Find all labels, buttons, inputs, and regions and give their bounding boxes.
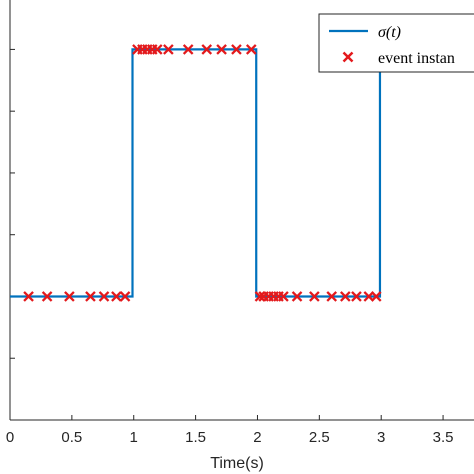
event-instant-marker bbox=[309, 291, 320, 302]
event-instant-marker bbox=[182, 44, 194, 55]
series-layer bbox=[10, 44, 474, 302]
event-instant-marker bbox=[64, 291, 75, 302]
x-tick-label: 1.5 bbox=[185, 429, 206, 446]
event-instant-marker bbox=[216, 44, 227, 55]
plot-area bbox=[9, 0, 474, 421]
x-tick-label: 3 bbox=[377, 429, 385, 446]
event-instant-marker bbox=[278, 291, 289, 302]
event-instant-marker bbox=[326, 291, 338, 302]
legend: σ(t) event instan bbox=[318, 13, 474, 73]
x-tick-label: 0.5 bbox=[61, 429, 82, 446]
event-instant-marker bbox=[98, 291, 110, 302]
event-instant-marker bbox=[41, 291, 53, 302]
event-instant-marker bbox=[151, 44, 163, 55]
event-instant-marker bbox=[291, 291, 303, 302]
event-instant-marker bbox=[254, 291, 266, 302]
x-axis-title: Time(s) bbox=[210, 455, 264, 472]
legend-label-event-instants: event instan bbox=[378, 50, 455, 67]
x-tick-label: 1 bbox=[130, 429, 138, 446]
y-axis-ticks bbox=[10, 48, 15, 421]
x-tick-label: 2 bbox=[253, 429, 261, 446]
event-instant-marker bbox=[201, 44, 213, 55]
x-tick-label: 0 bbox=[6, 429, 14, 446]
x-tick-label: 2.5 bbox=[309, 429, 330, 446]
event-instant-marker bbox=[85, 291, 96, 302]
legend-box bbox=[318, 13, 474, 73]
x-tick-label: 3.5 bbox=[433, 429, 454, 446]
event-instant-marker bbox=[370, 291, 382, 302]
event-instant-marker bbox=[351, 291, 362, 302]
event-instant-marker bbox=[231, 44, 242, 55]
event-instant-marker bbox=[245, 44, 257, 55]
event-instant-marker bbox=[119, 291, 131, 302]
event-instant-marker bbox=[111, 291, 122, 302]
sigma-step-line bbox=[10, 48, 474, 298]
event-instant-marker bbox=[23, 291, 34, 302]
event-instant-marker bbox=[163, 44, 174, 55]
legend-x-marker-swatch bbox=[342, 51, 354, 63]
legend-label-sigma: σ(t) bbox=[378, 24, 401, 41]
event-instant-marker bbox=[340, 291, 351, 302]
x-axis-ticks: 0 0.5 1 1.5 2 2.5 3 3.5 bbox=[6, 415, 454, 446]
